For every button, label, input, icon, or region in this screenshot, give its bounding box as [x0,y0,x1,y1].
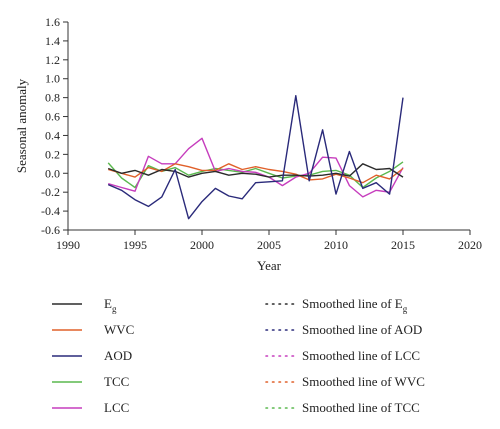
plot-area [107,94,404,220]
y-tick-label: 0.0 [45,166,60,180]
series-line-wvc [108,163,404,184]
series-line-lcc [108,137,404,198]
y-tick-label: 0.8 [45,91,60,105]
legend-label: Eg [104,296,117,314]
y-tick-label: -0.6 [41,223,60,237]
legend-label: LCC [104,400,129,415]
y-tick-label: 0.4 [45,128,60,142]
y-tick-label: 1.0 [45,72,60,86]
y-axis-title: Seasonal anomaly [14,78,29,173]
legend-label-smoothed: Smoothed line of AOD [302,322,422,337]
legend-label: TCC [104,374,129,389]
x-axis-title: Year [257,258,282,273]
x-tick-label: 1990 [56,238,80,252]
legend-label-smoothed: Smoothed line of WVC [302,374,425,389]
x-tick-label: 2015 [391,238,415,252]
series-line-e [107,163,404,178]
y-tick-label: 1.4 [45,34,60,48]
axes: -0.6 -0.4 -0.2 0.0 0.2 0.4 0.6 0.8 1.0 1.2 1.4 1.6 1… [41,15,482,252]
legend-label-smoothed: Smoothed line of TCC [302,400,420,415]
y-tick-label: -0.2 [41,185,60,199]
legend-label-smoothed: Smoothed line of Eg [302,296,408,314]
y-tick-label: -0.4 [41,204,60,218]
x-tick-label: 1995 [123,238,147,252]
legend: Eg WVC AOD TCC LCC Smoothed line of Eg Smoothe… [52,296,425,415]
legend-label: AOD [104,348,132,363]
x-tick-label: 2020 [458,238,482,252]
legend-label-smoothed: Smoothed line of LCC [302,348,420,363]
x-tick-label: 2010 [324,238,348,252]
y-tick-label: 1.6 [45,15,60,29]
x-tick-label: 2005 [257,238,281,252]
y-tick-label: 0.6 [45,110,60,124]
legend-label: WVC [104,322,134,337]
y-tick-label: 1.2 [45,53,60,67]
series-line-aod [107,94,404,220]
y-tick-label: 0.2 [45,147,60,161]
x-tick-label: 2000 [190,238,214,252]
